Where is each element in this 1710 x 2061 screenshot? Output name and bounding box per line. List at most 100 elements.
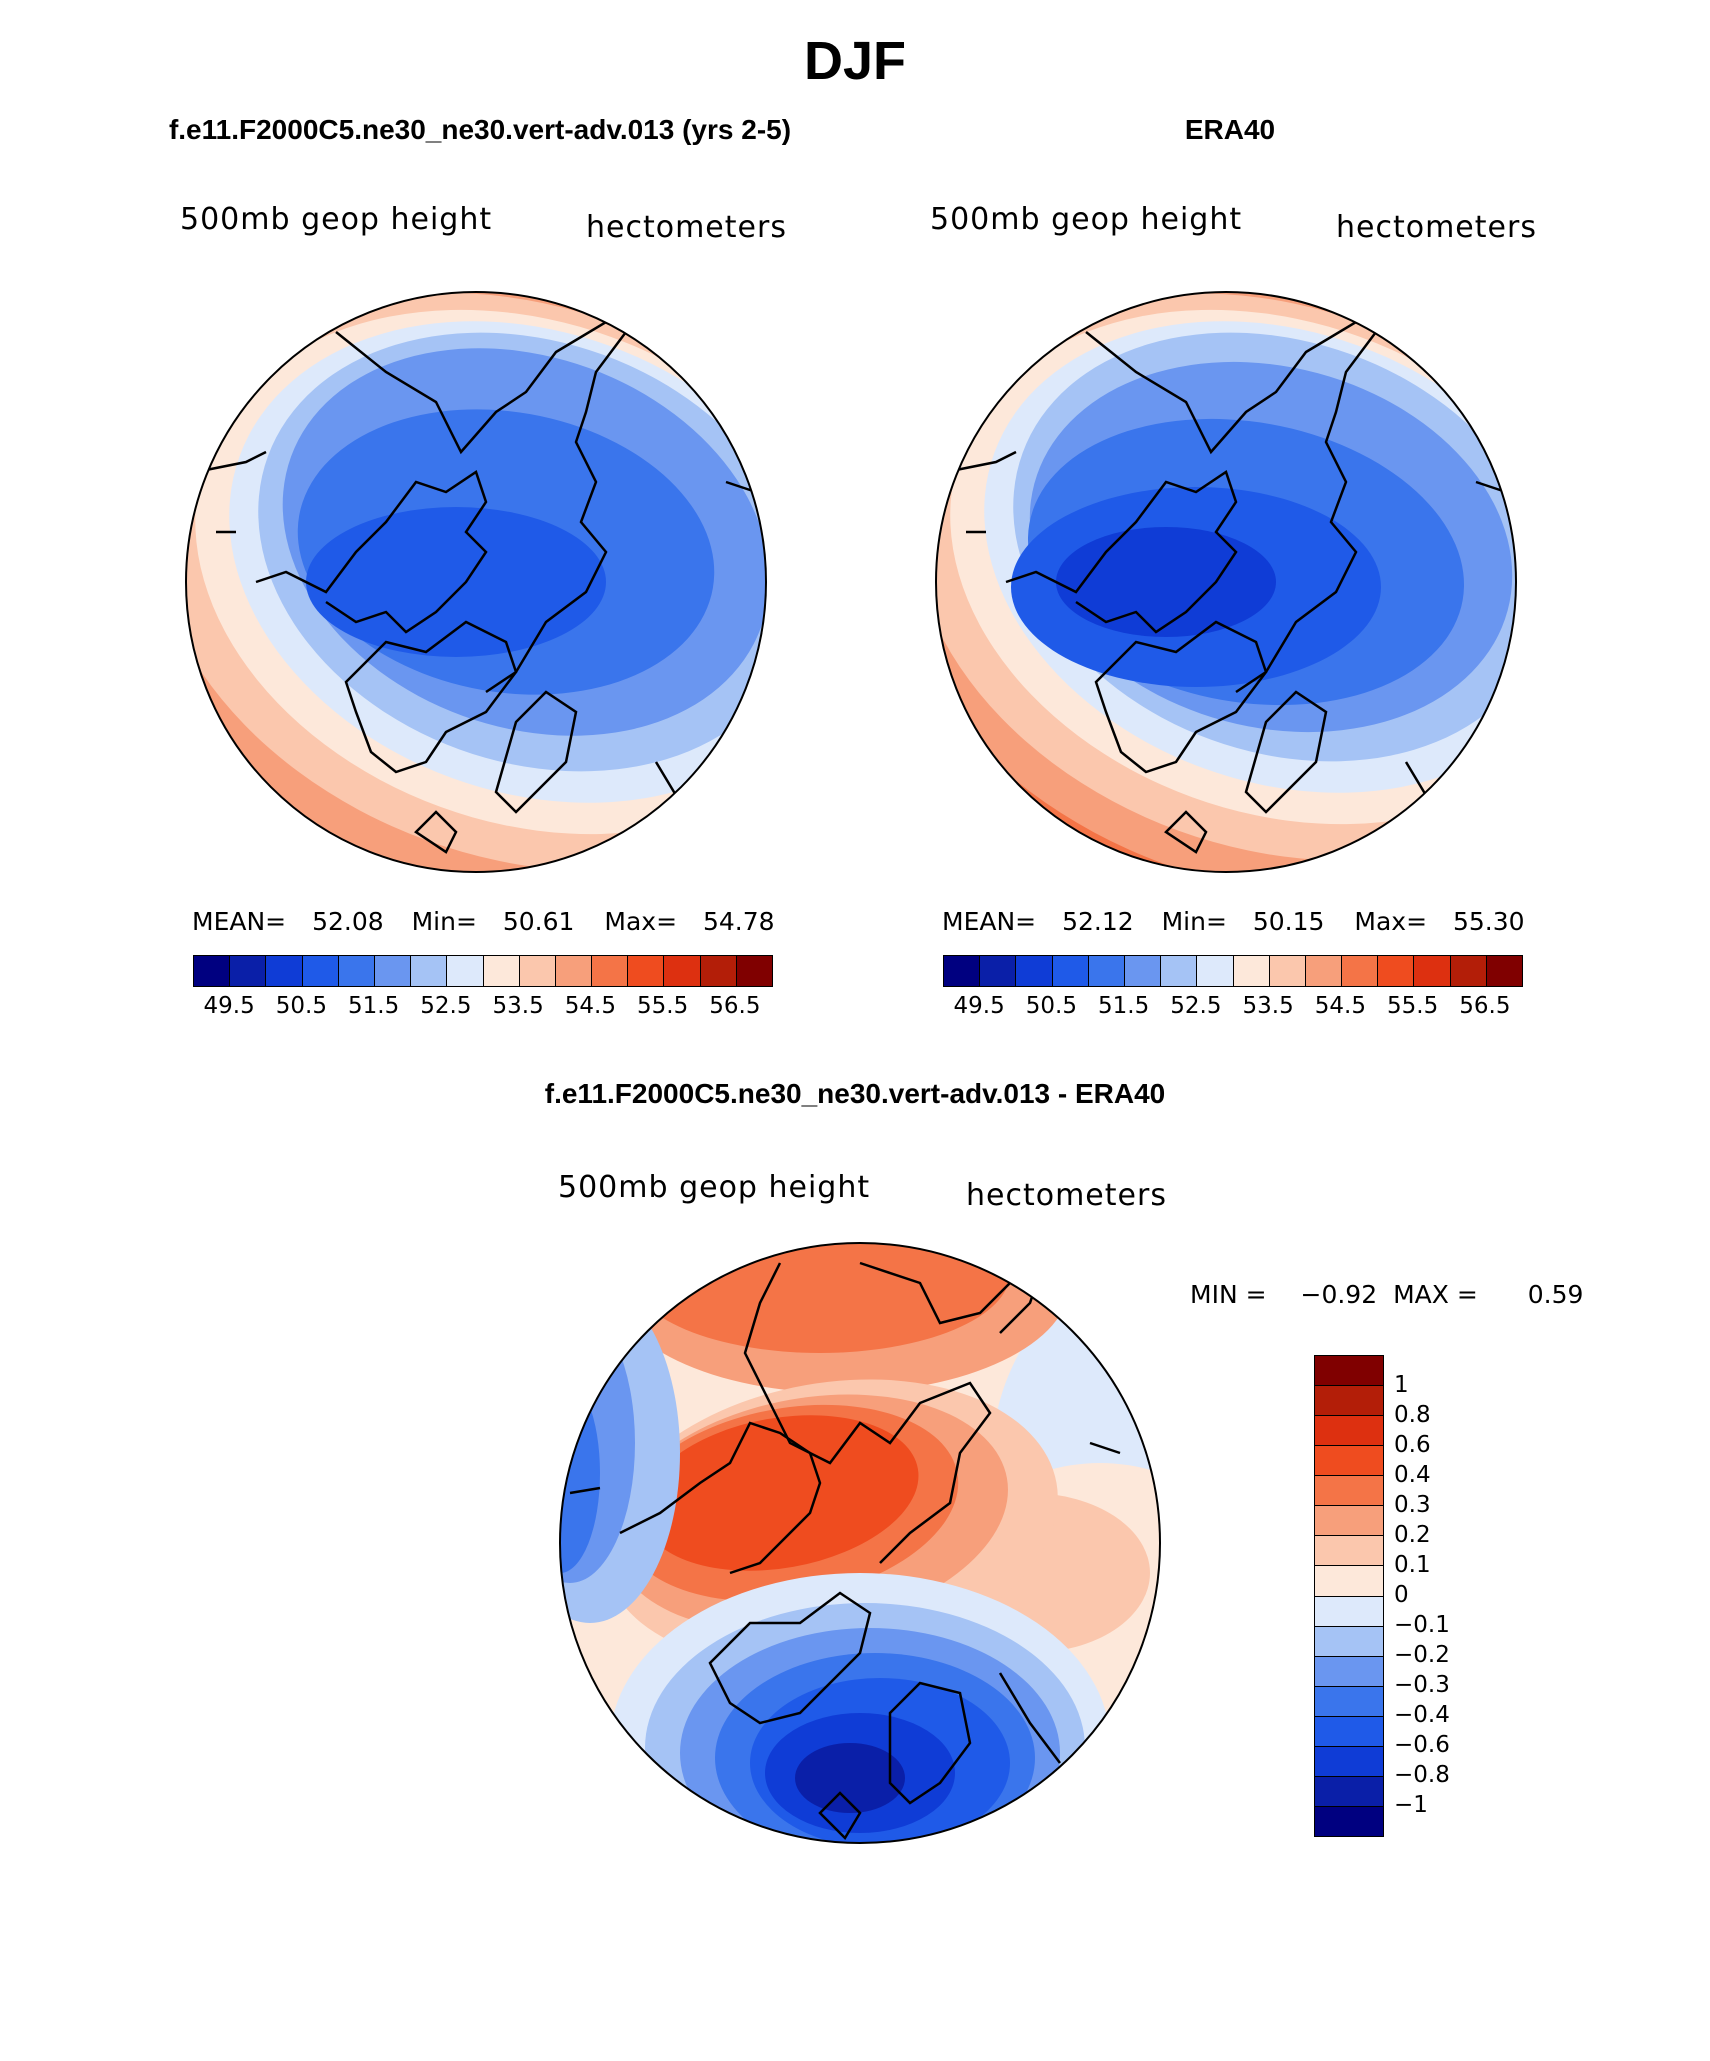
colorbar-tick-label: 0 (1394, 1582, 1409, 1608)
colorbar-tick-label: 1 (1394, 1372, 1409, 1398)
colorbar-tick-label: 0.3 (1394, 1492, 1431, 1518)
diff-variable-label: 500mb geop height (558, 1170, 871, 1205)
panel-2-stats: MEAN= 52.12 Min= 50.15 Max= 55.30 (942, 907, 1525, 936)
colorbar-swatch (944, 956, 980, 986)
panel-1-max-label: Max= (604, 907, 678, 936)
panel-2-mean-label: MEAN= (942, 907, 1037, 936)
panel-2-max-value: 55.30 (1453, 907, 1525, 936)
colorbar-swatch (518, 956, 555, 986)
diff-min-value: −0.92 (1300, 1280, 1378, 1309)
page-title: DJF (803, 31, 907, 91)
diff-colorbar (1314, 1355, 1384, 1837)
colorbar-tick-label: −0.6 (1394, 1732, 1450, 1758)
panel-2-min-value: 50.15 (1252, 907, 1325, 936)
diff-min-max: MIN = −0.92 MAX = 0.59 (1190, 1280, 1583, 1309)
colorbar-tick-label: 50.5 (1025, 993, 1077, 1019)
colorbar-swatch (1315, 1475, 1383, 1506)
colorbar-swatch (1315, 1505, 1383, 1536)
colorbar-swatch (1315, 1775, 1383, 1806)
colorbar-swatch (1160, 956, 1197, 986)
panel-2-mean-value: 52.12 (1062, 907, 1134, 936)
panel-1-mean-label: MEAN= (192, 907, 287, 936)
colorbar-swatch (554, 956, 592, 986)
colorbar-swatch (1315, 1745, 1383, 1776)
colorbar-swatch (627, 956, 664, 986)
colorbar-swatch (265, 956, 302, 986)
colorbar-swatch (1196, 956, 1233, 986)
colorbar-tick-label: 55.5 (637, 993, 689, 1019)
colorbar-tick-label: 56.5 (1459, 993, 1511, 1019)
colorbar-swatch (1315, 1415, 1383, 1446)
colorbar-tick-label: −1 (1394, 1792, 1428, 1818)
colorbar-swatch (194, 956, 230, 986)
colorbar-tick-label: 51.5 (348, 993, 400, 1019)
colorbar-swatch (1123, 956, 1161, 986)
colorbar-tick-label: 52.5 (420, 993, 472, 1019)
colorbar-tick-label: 49.5 (953, 993, 1005, 1019)
diff-units-label: hectometers (966, 1178, 1167, 1213)
colorbar-tick-label: 0.8 (1394, 1402, 1431, 1428)
colorbar-swatch (979, 956, 1016, 986)
colorbar-swatch (1413, 956, 1450, 986)
colorbar-tick-label: 52.5 (1170, 993, 1222, 1019)
panel-1-min-value: 50.61 (502, 907, 575, 936)
colorbar-tick-label: 53.5 (1242, 993, 1294, 1019)
panel-1-colorbar-labels: 49.5 50.5 51.5 52.5 53.5 54.5 55.5 56.5 (193, 993, 771, 1023)
panel-2-polar-map (935, 291, 1517, 873)
colorbar-swatch (1315, 1535, 1383, 1566)
panel-2-colorbar-labels: 49.5 50.5 51.5 52.5 53.5 54.5 55.5 56.5 (943, 993, 1521, 1023)
panel-2-variable-label: 500mb geop height (930, 202, 1243, 237)
panel-2-units-label: hectometers (1336, 210, 1537, 245)
colorbar-tick-label: −0.8 (1394, 1762, 1450, 1788)
diff-title: f.e11.F2000C5.ne30_ne30.vert-adv.013 - E… (544, 1078, 1166, 1109)
panel-2-max-label: Max= (1354, 907, 1428, 936)
colorbar-swatch (1315, 1445, 1383, 1476)
colorbar-tick-label: −0.3 (1394, 1672, 1450, 1698)
colorbar-tick-label: 53.5 (492, 993, 544, 1019)
colorbar-swatch (1449, 956, 1486, 986)
colorbar-swatch (1315, 1356, 1383, 1386)
diff-polar-map (559, 1242, 1161, 1844)
colorbar-swatch (482, 956, 519, 986)
diff-max-label: MAX = (1393, 1280, 1478, 1309)
colorbar-tick-label: −0.4 (1394, 1702, 1450, 1728)
panel-1-title: f.e11.F2000C5.ne30_ne30.vert-adv.013 (yr… (168, 114, 792, 145)
panel-1-min-label: Min= (411, 907, 477, 936)
colorbar-tick-label: −0.1 (1394, 1612, 1450, 1638)
colorbar-swatch (1315, 1685, 1383, 1716)
colorbar-swatch (1315, 1565, 1383, 1596)
diff-colorbar-labels: 1 0.8 0.6 0.4 0.3 0.2 0.1 0 −0.1 −0.2 −0.3 −0.4 −0.6… (1394, 1355, 1514, 1835)
colorbar-swatch (1315, 1805, 1383, 1836)
colorbar-tick-label: 0.2 (1394, 1522, 1431, 1548)
colorbar-swatch (1315, 1715, 1383, 1746)
colorbar-tick-label: 56.5 (709, 993, 761, 1019)
panel-1-variable-label: 500mb geop height (180, 202, 493, 237)
colorbar-tick-label: 50.5 (275, 993, 327, 1019)
diff-min-label: MIN = (1190, 1280, 1267, 1309)
diff-max-value: 0.59 (1527, 1280, 1584, 1309)
colorbar-swatch (1051, 956, 1088, 986)
colorbar-swatch (735, 956, 772, 986)
panel-1-units-label: hectometers (586, 210, 787, 245)
colorbar-swatch (699, 956, 736, 986)
colorbar-swatch (410, 956, 447, 986)
colorbar-swatch (1315, 1625, 1383, 1656)
colorbar-swatch (301, 956, 338, 986)
colorbar-swatch (337, 956, 374, 986)
panel-1-mean-value: 52.08 (312, 907, 384, 936)
panel-2-colorbar (943, 955, 1523, 987)
colorbar-swatch (1377, 956, 1414, 986)
colorbar-swatch (1315, 1655, 1383, 1686)
colorbar-swatch (373, 956, 411, 986)
colorbar-swatch (1232, 956, 1269, 986)
colorbar-swatch (1485, 956, 1522, 986)
colorbar-swatch (1315, 1595, 1383, 1626)
panel-1-max-value: 54.78 (703, 907, 775, 936)
colorbar-tick-label: 55.5 (1387, 993, 1439, 1019)
colorbar-swatch (663, 956, 700, 986)
colorbar-swatch (1304, 956, 1342, 986)
colorbar-swatch (591, 956, 628, 986)
colorbar-swatch (1015, 956, 1052, 986)
panel-1-polar-map (185, 291, 767, 873)
colorbar-tick-label: 0.1 (1394, 1552, 1431, 1578)
